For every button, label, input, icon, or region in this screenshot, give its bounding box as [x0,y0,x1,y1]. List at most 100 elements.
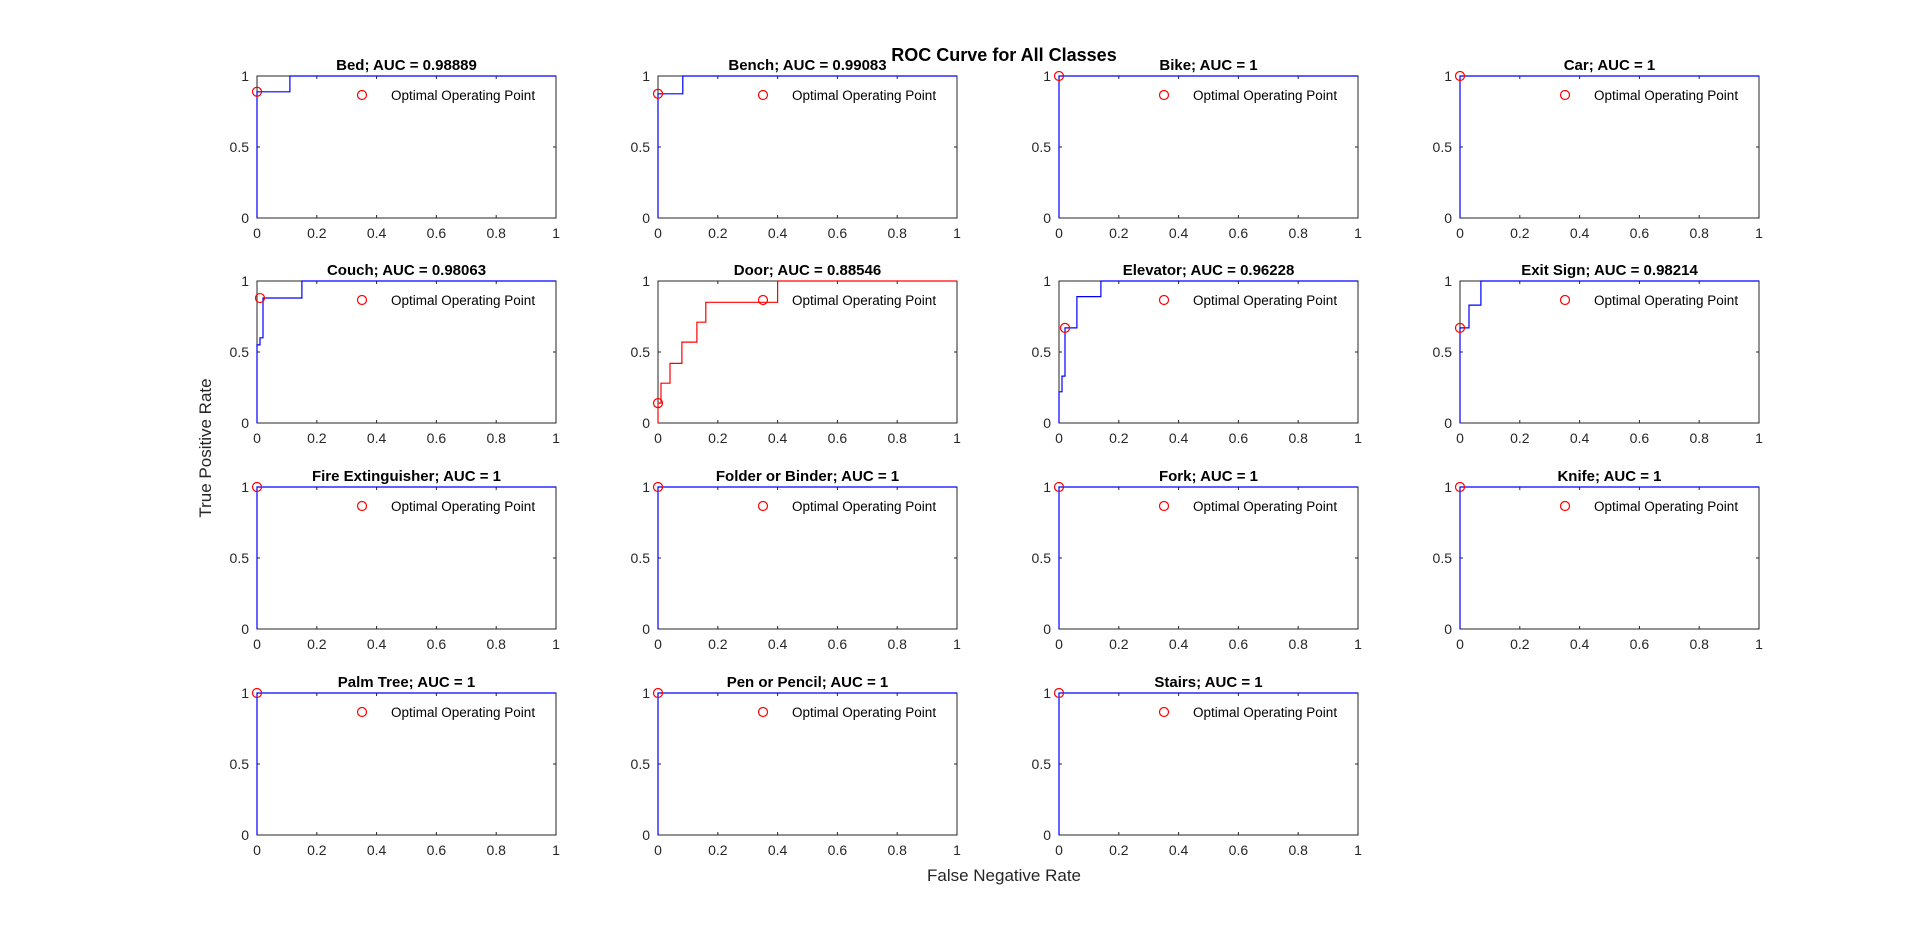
y-tick-label: 0 [1043,210,1051,226]
axes-box [1058,75,1359,219]
x-tick-label: 0.2 [708,225,728,241]
x-tick-label: 1 [1354,225,1362,241]
x-tick-label: 0 [1456,225,1464,241]
subplot-title: Couch; AUC = 0.98063 [327,262,486,279]
x-tick-label: 0.2 [307,842,327,858]
subplot-title: Elevator; AUC = 0.96228 [1123,262,1295,279]
y-tick-label: 1 [241,685,249,701]
legend-label: Optimal Operating Point [792,88,936,103]
x-tick-label: 0 [253,636,261,652]
axes-box [1459,280,1760,424]
y-tick-label: 0.5 [1433,139,1453,155]
x-tick-label: 0.6 [1630,636,1650,652]
y-tick-label: 0 [1043,415,1051,431]
y-tick-label: 1 [1043,685,1051,701]
legend-label: Optimal Operating Point [1594,293,1738,308]
x-tick-label: 0 [253,430,261,446]
x-tick-label: 0.8 [486,636,506,652]
x-tick-label: 0 [1055,430,1063,446]
x-tick-label: 0 [654,225,662,241]
roc-curve [256,486,556,629]
x-tick-label: 0.2 [1109,636,1129,652]
roc-curve [256,280,556,423]
subplot-title: Knife; AUC = 1 [1557,468,1661,485]
x-tick-label: 0 [1055,636,1063,652]
subplot: 0 0.2 0.4 0.6 0.8 1 0 0.5 1 Pen or Pencil; AUC = … [631,674,962,858]
x-tick-label: 0.2 [307,636,327,652]
x-tick-label: 0 [1055,842,1063,858]
axes-box [256,486,557,630]
y-tick-label: 0.5 [1433,344,1453,360]
legend-marker [1559,89,1571,101]
subplot-title: Exit Sign; AUC = 0.98214 [1521,262,1698,279]
y-tick-label: 1 [241,273,249,289]
axes-box [657,692,958,836]
subplot: 0 0.2 0.4 0.6 0.8 1 0 0.5 1 Palm Tree; AUC = 1 Opt… [230,674,561,858]
optimal-point-marker [1053,70,1065,82]
x-tick-label: 0.8 [887,636,907,652]
y-tick-label: 0 [1444,415,1452,431]
y-tick-label: 0 [241,827,249,843]
x-tick-label: 0.4 [1169,636,1189,652]
roc-curve [1459,280,1759,423]
roc-curve [1459,75,1759,218]
optimal-point-marker [251,86,263,97]
y-tick-label: 1 [1043,273,1051,289]
axes-box [1058,692,1359,836]
x-tick-label: 1 [552,842,560,858]
subplot-title: Car; AUC = 1 [1564,57,1656,74]
legend-marker [1559,500,1571,512]
y-tick-label: 0 [1043,827,1051,843]
optimal-point-marker [254,292,266,304]
y-tick-label: 0.5 [1032,139,1052,155]
y-tick-label: 0 [642,210,650,226]
x-tick-label: 1 [1354,636,1362,652]
subplot-title: Fork; AUC = 1 [1159,468,1258,485]
x-tick-label: 0.4 [768,430,788,446]
y-tick-label: 0.5 [1433,550,1453,566]
optimal-point-marker [1454,322,1466,333]
x-tick-label: 0.8 [887,225,907,241]
x-tick-label: 0.6 [427,636,447,652]
x-tick-label: 0.2 [1109,842,1129,858]
subplot-title: Stairs; AUC = 1 [1154,674,1262,691]
x-tick-label: 0.8 [1288,636,1308,652]
x-tick-label: 0.8 [1288,430,1308,446]
axes-box [256,75,557,219]
x-tick-label: 0 [1055,225,1063,241]
y-tick-label: 1 [241,479,249,495]
x-tick-label: 1 [1354,430,1362,446]
roc-curve [657,486,957,629]
x-tick-label: 1 [953,430,961,446]
y-tick-label: 0.5 [631,756,651,772]
y-tick-label: 1 [241,68,249,84]
x-tick-label: 0.8 [1689,225,1709,241]
legend-label: Optimal Operating Point [1193,293,1337,308]
legend-marker [1158,294,1170,306]
y-tick-label: 0.5 [1032,550,1052,566]
legend-marker [757,89,769,101]
legend-marker [356,706,368,718]
x-tick-label: 0.6 [427,430,447,446]
y-tick-label: 0.5 [631,550,651,566]
x-tick-label: 0.8 [887,842,907,858]
legend-label: Optimal Operating Point [1193,499,1337,514]
x-tick-label: 0.6 [1229,636,1249,652]
x-tick-label: 0.6 [828,430,848,446]
y-tick-label: 0.5 [230,550,250,566]
subplot: 0 0.2 0.4 0.6 0.8 1 0 0.5 1 Stairs; AUC = 1 Optima… [1032,674,1363,858]
y-tick-label: 0.5 [230,344,250,360]
x-tick-label: 0.8 [1689,430,1709,446]
x-tick-label: 0 [1456,430,1464,446]
x-tick-label: 0 [253,842,261,858]
x-tick-label: 0.8 [486,430,506,446]
subplot-title: Folder or Binder; AUC = 1 [716,468,899,485]
x-tick-label: 0.8 [1288,842,1308,858]
legend-label: Optimal Operating Point [792,499,936,514]
x-tick-label: 1 [552,636,560,652]
subplot: 0 0.2 0.4 0.6 0.8 1 0 0.5 1 Folder or Binder; AUC… [631,468,962,652]
roc-curve [657,75,957,218]
subplot: 0 0.2 0.4 0.6 0.8 1 0 0.5 1 Fork; AUC = 1 Optimal … [1032,468,1363,652]
x-tick-label: 0.6 [1229,225,1249,241]
